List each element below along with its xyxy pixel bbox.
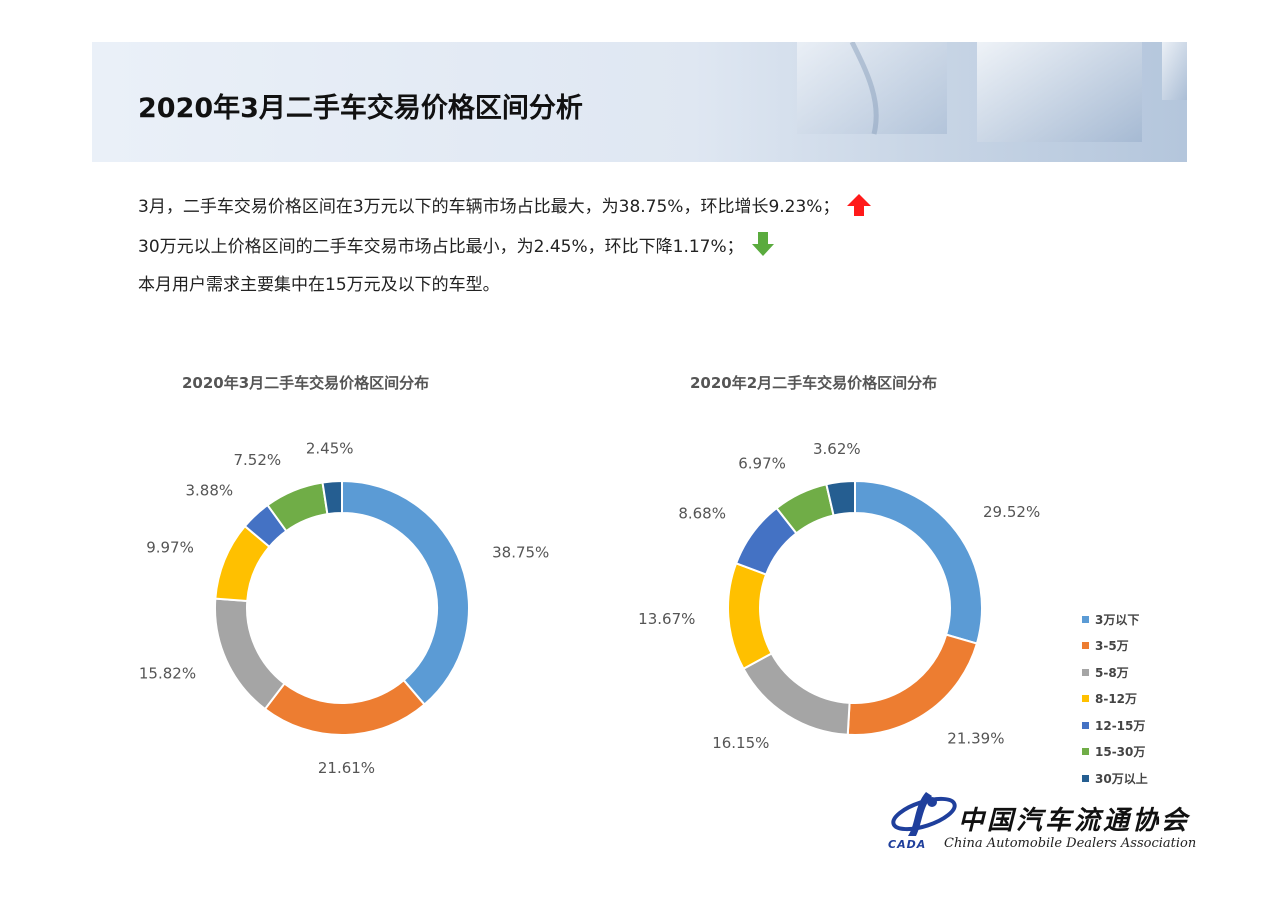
cada-logo bbox=[886, 788, 1186, 858]
chart-1-slice-3 bbox=[214, 597, 286, 711]
chart-2-data-label-1: 29.52% bbox=[983, 503, 1040, 521]
legend-swatch bbox=[1082, 695, 1089, 703]
chart-2-data-label-3: 16.15% bbox=[712, 734, 769, 752]
chart-2-data-label-6: 6.97% bbox=[738, 455, 786, 473]
chart-1-data-label-1: 38.75% bbox=[492, 544, 549, 562]
legend-swatch bbox=[1082, 668, 1089, 676]
legend-label: 12-15万 bbox=[1095, 718, 1146, 733]
down-arrow-icon bbox=[751, 232, 774, 256]
chart-1-data-label-5: 3.88% bbox=[185, 482, 233, 500]
legend-swatch bbox=[1082, 642, 1089, 650]
legend-swatch bbox=[1082, 774, 1089, 782]
chart-legend: 3万以下 3-5万 5-8万 8-12万 12-15万 15-30万 30万以上 bbox=[1082, 606, 1148, 792]
chart-2-slice-6 bbox=[775, 483, 835, 535]
legend-swatch bbox=[1082, 721, 1089, 729]
banner-decoration bbox=[797, 42, 1187, 142]
chart-1-slice-1 bbox=[341, 479, 470, 706]
chart-2-slice-3 bbox=[742, 652, 851, 736]
legend-item: 3-5万 bbox=[1082, 633, 1148, 660]
legend-swatch bbox=[1082, 615, 1089, 623]
header-banner bbox=[92, 42, 1187, 162]
chart-2-data-label-7: 3.62% bbox=[813, 440, 861, 458]
legend-swatch bbox=[1082, 748, 1089, 756]
chart-1-slice-5 bbox=[243, 503, 288, 549]
legend-item: 12-15万 bbox=[1082, 712, 1148, 739]
legend-item: 5-8万 bbox=[1082, 659, 1148, 686]
up-arrow-icon bbox=[847, 194, 872, 216]
summary-text-3: 本月用户需求主要集中在15万元及以下的车型。 bbox=[138, 275, 500, 295]
logo-abbr: CADA bbox=[888, 838, 927, 851]
legend-label: 3万以下 bbox=[1095, 612, 1140, 627]
chart-1-slice-2 bbox=[263, 678, 426, 736]
chart-2-slice-5 bbox=[734, 506, 798, 576]
chart-2-slice-7 bbox=[825, 479, 856, 517]
chart-1-data-label-7: 2.45% bbox=[306, 439, 354, 457]
summary-line-2: 30万元以上价格区间的二手车交易市场占比最小，为2.45%，环比下降1.17%； bbox=[138, 232, 774, 257]
chart-1-data-label-6: 7.52% bbox=[233, 451, 281, 469]
summary-text-2: 30万元以上价格区间的二手车交易市场占比最小，为2.45%，环比下降1.17%； bbox=[138, 237, 744, 257]
chart-1-title: 2020年3月二手车交易价格区间分布 bbox=[182, 374, 430, 392]
chart-1-data-label-4: 9.97% bbox=[146, 539, 194, 557]
chart-2-slice-4 bbox=[727, 561, 773, 671]
chart-2-slice-1 bbox=[854, 479, 983, 645]
chart-2-title: 2020年2月二手车交易价格区间分布 bbox=[690, 374, 938, 392]
chart-1-data-label-3: 15.82% bbox=[139, 665, 196, 683]
chart-2-data-label-4: 13.67% bbox=[638, 610, 695, 628]
legend-label: 5-8万 bbox=[1095, 665, 1129, 680]
summary-line-3: 本月用户需求主要集中在15万元及以下的车型。 bbox=[138, 270, 500, 295]
legend-label: 8-12万 bbox=[1095, 692, 1138, 707]
chart-1-slice-4 bbox=[214, 524, 271, 603]
logo-name-en: China Automobile Dealers Association bbox=[944, 836, 1197, 851]
legend-label: 30万以上 bbox=[1095, 771, 1148, 786]
logo-name-cn: 中国汽车流通协会 bbox=[958, 806, 1191, 836]
cada-logo-mark-icon bbox=[891, 792, 957, 836]
legend-item: 8-12万 bbox=[1082, 686, 1148, 713]
summary-line-1: 3月，二手车交易价格区间在3万元以下的车辆市场占比最大，为38.75%，环比增长… bbox=[138, 192, 872, 217]
chart-2-slice-2 bbox=[846, 633, 979, 736]
chart-2-data-label-2: 21.39% bbox=[947, 730, 1004, 748]
legend-item: 30万以上 bbox=[1082, 765, 1148, 792]
chart-1-slice-6 bbox=[266, 481, 329, 533]
chart-1-slice-7 bbox=[321, 479, 343, 516]
chart-2-data-label-5: 8.68% bbox=[678, 504, 726, 522]
legend-label: 15-30万 bbox=[1095, 745, 1146, 760]
page-title: 2020年3月二手车交易价格区间分析 bbox=[138, 93, 583, 124]
legend-label: 3-5万 bbox=[1095, 639, 1129, 654]
legend-item: 3万以下 bbox=[1082, 606, 1148, 633]
legend-item: 15-30万 bbox=[1082, 739, 1148, 766]
summary-text-1: 3月，二手车交易价格区间在3万元以下的车辆市场占比最大，为38.75%，环比增长… bbox=[138, 197, 840, 217]
chart-1-data-label-2: 21.61% bbox=[318, 759, 375, 777]
